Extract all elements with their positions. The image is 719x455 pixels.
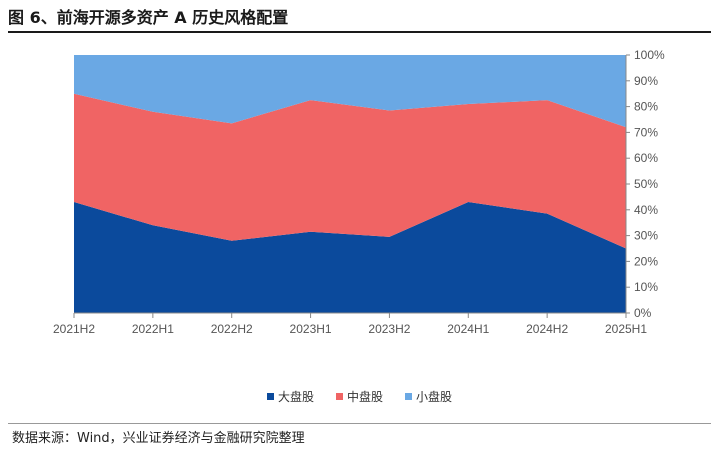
x-tick-label: 2022H1 bbox=[132, 322, 174, 336]
area-series-2 bbox=[74, 93, 626, 249]
y-tick-label: 80% bbox=[634, 100, 658, 114]
legend-label-3: 小盘股 bbox=[416, 389, 452, 404]
y-tick-label: 70% bbox=[634, 125, 658, 139]
y-tick-label: 50% bbox=[634, 177, 658, 191]
x-tick-label: 2024H2 bbox=[526, 322, 568, 336]
legend-swatch-2 bbox=[336, 393, 343, 400]
legend-swatch-3 bbox=[405, 393, 412, 400]
legend-swatch-1 bbox=[267, 393, 274, 400]
y-tick-label: 0% bbox=[634, 306, 652, 320]
area-series-3 bbox=[74, 55, 626, 128]
y-tick-label: 90% bbox=[634, 74, 658, 88]
chart-title: 图 6、前海开源多资产 A 历史风格配置 bbox=[8, 5, 711, 33]
legend-label-2: 中盘股 bbox=[347, 389, 383, 404]
source-note: 数据来源：Wind，兴业证券经济与金融研究院整理 bbox=[12, 431, 305, 446]
y-tick-label: 30% bbox=[634, 229, 658, 243]
legend-label-1: 大盘股 bbox=[278, 389, 314, 404]
y-tick-label: 60% bbox=[634, 151, 658, 165]
footer-divider bbox=[8, 423, 711, 424]
x-tick-label: 2023H2 bbox=[368, 322, 410, 336]
x-tick-label: 2022H2 bbox=[211, 322, 253, 336]
x-tick-label: 2023H1 bbox=[290, 322, 332, 336]
y-tick-label: 100% bbox=[634, 48, 665, 62]
y-tick-label: 40% bbox=[634, 203, 658, 217]
x-tick-label: 2024H1 bbox=[447, 322, 489, 336]
y-tick-label: 20% bbox=[634, 254, 658, 268]
y-tick-label: 10% bbox=[634, 280, 658, 294]
x-tick-label: 2021H2 bbox=[53, 322, 95, 336]
area-series-1 bbox=[74, 202, 626, 313]
x-tick-label: 2025H1 bbox=[605, 322, 647, 336]
